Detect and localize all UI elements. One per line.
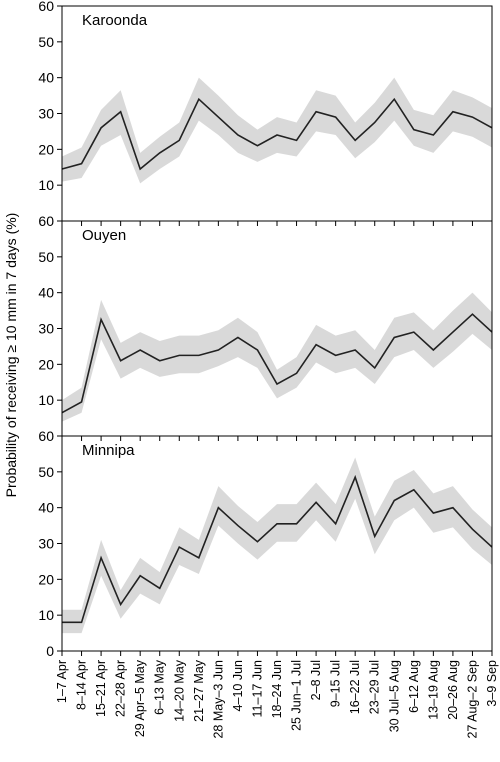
- x-tick-label: 16–22 Jul: [348, 660, 362, 714]
- panel-frame: [61, 435, 493, 652]
- x-tick-label: 13–19 Aug: [426, 660, 440, 720]
- confidence-band: [62, 292, 492, 422]
- x-tick-label: 1–7 Apr: [55, 660, 69, 703]
- x-tick-label: 11–17 Jun: [250, 660, 264, 718]
- x-tick-label: 9–15 Jul: [329, 660, 343, 707]
- y-tick-label: 40: [38, 70, 54, 86]
- y-tick-label: 50: [38, 34, 54, 50]
- x-tick-label: 30 Jul–5 Aug: [387, 660, 401, 732]
- x-tick-label: 6–13 May: [153, 659, 167, 715]
- panel-minnipa: 0 10 20 30 40 50 60 Minnipa: [38, 428, 493, 659]
- x-tick-label: 25 Jun–1 Jul: [290, 660, 304, 731]
- y-axis-label: Probability of receiving ≥ 10 mm in 7 da…: [3, 213, 19, 498]
- y-tick-label: 30: [38, 321, 54, 337]
- y-tick-label: 30: [38, 536, 54, 552]
- x-tick-label: 6–12 Aug: [407, 660, 421, 713]
- y-tick-label: 60: [38, 213, 54, 229]
- x-tick-label: 27 Aug–2 Sep: [465, 660, 479, 739]
- y-tick-label: 0: [46, 643, 54, 659]
- x-tick-label: 14–20 May: [172, 659, 186, 722]
- y-tick-label: 10: [38, 177, 54, 193]
- y-tick-label: 50: [38, 249, 54, 265]
- panel-title: Ouyen: [82, 227, 126, 244]
- x-tick-label: 20–26 Aug: [446, 660, 460, 720]
- y-tick-label: 20: [38, 571, 54, 587]
- y-tick-label: 20: [38, 356, 54, 372]
- y-tick-label: 50: [38, 464, 54, 480]
- y-tick-label: 10: [38, 607, 54, 623]
- y-tick-label: 20: [38, 141, 54, 157]
- x-tick-label: 4–10 Jun: [231, 660, 245, 711]
- x-tick-label: 28 May–3 Jun: [211, 660, 225, 739]
- x-tick-label: 29 Apr–5 May: [133, 659, 147, 737]
- panel-karoonda: 10 20 30 40 50 60 Karoonda: [38, 0, 493, 226]
- confidence-band: [62, 77, 492, 184]
- y-tick-label: 30: [38, 106, 54, 122]
- x-tick-label: 3–9 Sep: [485, 660, 499, 707]
- x-tick-label: 22–28 Apr: [114, 660, 128, 717]
- y-tick-label: 40: [38, 500, 54, 516]
- y-tick-label: 40: [38, 285, 54, 301]
- x-tick-label: 2–8 Jul: [309, 660, 323, 700]
- x-tick-label: 18–24 Jun: [270, 660, 284, 718]
- panel-title: Minnipa: [82, 442, 135, 459]
- x-tick-label: 15–21 Apr: [94, 660, 108, 717]
- confidence-band: [62, 457, 492, 634]
- y-tick-label: 60: [38, 0, 54, 14]
- panel-title: Karoonda: [82, 12, 148, 29]
- y-tick-label: 10: [38, 392, 54, 408]
- y-tick-label: 60: [38, 428, 54, 444]
- x-tick-label: 8–14 Apr: [75, 660, 89, 710]
- panel-ouyen: 10 20 30 40 50 60 Ouyen: [38, 213, 493, 441]
- x-tick-label: 23–29 Jul: [368, 660, 382, 714]
- x-tick-label: 21–27 May: [192, 659, 206, 722]
